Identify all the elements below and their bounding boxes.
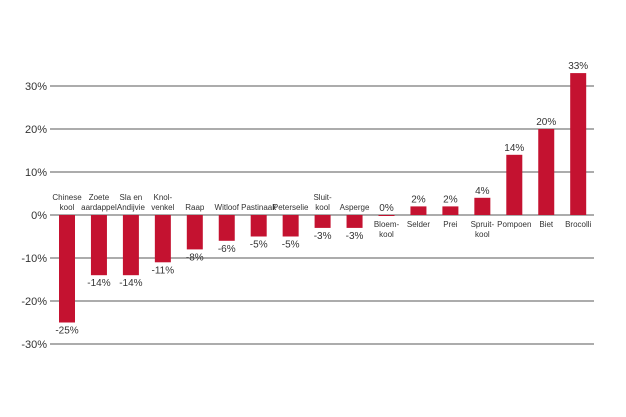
bars <box>59 73 587 323</box>
value-label: -8% <box>186 252 204 263</box>
category-label: Chinese kool <box>52 193 82 212</box>
value-label: -5% <box>282 240 300 251</box>
category-label: Peterselie <box>273 203 309 212</box>
bar <box>90 215 107 276</box>
value-label: 2% <box>411 194 426 205</box>
category-label: Pompoen <box>497 220 531 229</box>
value-label: 4% <box>475 186 490 197</box>
bar <box>538 129 555 215</box>
value-label: 20% <box>536 117 556 128</box>
y-tick-label: -20% <box>21 296 47 308</box>
bar <box>506 154 523 215</box>
y-tick-label: -10% <box>21 253 47 265</box>
value-label: -6% <box>218 244 236 255</box>
y-axis-tick-labels: 30% 20% 10% 0% -10% -20% -30% <box>21 81 47 351</box>
y-tick-label: 0% <box>31 210 47 222</box>
bar <box>346 215 363 228</box>
value-label: 33% <box>568 61 588 72</box>
category-label: Sla en Andijvie <box>117 193 146 212</box>
category-label: Pastinaak <box>241 203 277 212</box>
category-label: Witloof <box>215 203 240 212</box>
value-label: -3% <box>314 231 332 242</box>
value-label: -25% <box>55 326 78 337</box>
y-tick-label: -30% <box>21 339 47 351</box>
bar <box>410 206 427 215</box>
category-label: Spruit-kool <box>471 220 495 239</box>
value-label: 0% <box>379 203 394 214</box>
bar <box>442 206 459 215</box>
value-label: -5% <box>250 240 268 251</box>
bar <box>122 215 139 276</box>
bar <box>186 215 203 250</box>
value-label: -11% <box>152 265 175 276</box>
category-label: Knol-venkel <box>151 193 174 212</box>
y-tick-label: 10% <box>25 167 47 179</box>
category-label: Asperge <box>340 203 370 212</box>
value-label: 14% <box>504 143 524 154</box>
bar <box>378 215 395 216</box>
y-tick-label: 20% <box>25 124 47 136</box>
value-label: -3% <box>346 231 364 242</box>
gridlines <box>50 85 594 345</box>
value-label: -14% <box>119 278 142 289</box>
bar <box>314 215 331 228</box>
category-label: Sluit-kool <box>313 193 332 212</box>
value-labels: -25% -14% -14% -11% -8% -6% -5% -5% -3% -3% 0% 2% 2%… <box>55 61 588 336</box>
category-label: Prei <box>443 220 457 229</box>
bar <box>570 73 587 215</box>
bar <box>154 215 171 263</box>
value-label: -14% <box>87 278 110 289</box>
category-label: Raap <box>185 203 205 212</box>
category-label: Zoete aardappel <box>81 193 117 212</box>
category-label: Bloem-kool <box>374 220 400 239</box>
bar <box>474 197 491 215</box>
value-label: 2% <box>443 194 458 205</box>
bar <box>218 215 235 241</box>
category-label: Biet <box>539 220 554 229</box>
bar <box>250 215 267 237</box>
bar <box>282 215 299 237</box>
category-label: Selder <box>407 220 430 229</box>
y-tick-label: 30% <box>25 81 47 93</box>
category-label: Brocolli <box>565 220 591 229</box>
bar <box>59 215 75 323</box>
